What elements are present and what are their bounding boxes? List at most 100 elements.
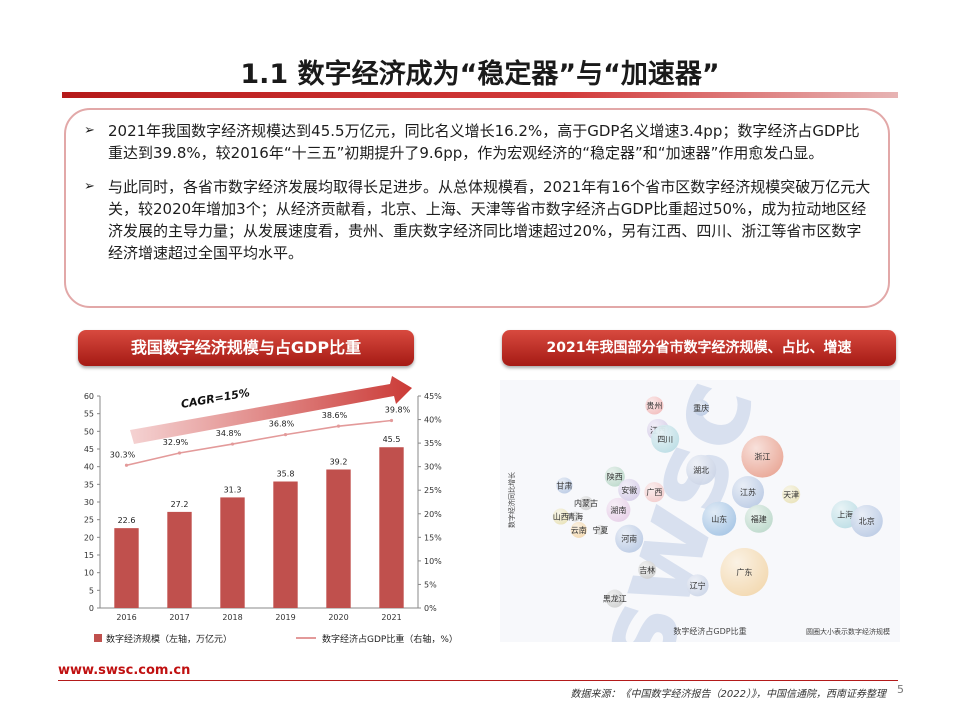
y2-tick-label: 35% bbox=[424, 439, 442, 448]
bubble-label: 辽宁 bbox=[690, 580, 706, 590]
bubble-label: 青海 bbox=[567, 512, 583, 522]
x-axis-label: 数字经济占GDP比重 bbox=[673, 626, 746, 636]
y-tick-label: 15 bbox=[84, 551, 94, 560]
bubble-label: 安徽 bbox=[621, 485, 637, 495]
line-label: 30.3% bbox=[110, 450, 136, 459]
legend-swatch-bar bbox=[94, 634, 102, 642]
bubble-label: 广东 bbox=[736, 567, 752, 577]
footer-url[interactable]: www.swsc.com.cn bbox=[58, 663, 191, 678]
bubble-highlight bbox=[732, 476, 764, 509]
bubble-label: 宁夏 bbox=[592, 525, 608, 535]
bubble-label: 贵州 bbox=[646, 401, 662, 411]
bubble-label: 重庆 bbox=[693, 403, 709, 413]
y2-tick-label: 20% bbox=[424, 510, 442, 519]
bubble-highlight bbox=[782, 485, 801, 504]
bar-label: 39.2 bbox=[330, 457, 348, 466]
bubble-highlight bbox=[618, 478, 641, 501]
x-tick-label: 2018 bbox=[222, 613, 242, 622]
province-bubble-chart: swsc贵州重庆江西四川浙江湖北甘肃陕西安徽广西内蒙古山西青海湖南江苏天津山东福… bbox=[500, 380, 900, 642]
bubble-highlight bbox=[615, 524, 644, 553]
bubble-highlight bbox=[570, 521, 587, 538]
summary-bullet: ➢ 2021年我国数字经济规模达到45.5万亿元，同比名义增长16.2%，高于G… bbox=[84, 120, 872, 164]
bubble-label: 四川 bbox=[657, 435, 673, 444]
bubble-highlight bbox=[744, 504, 773, 533]
bubble-highlight bbox=[693, 399, 710, 416]
bubble-label: 黑龙江 bbox=[603, 594, 627, 604]
y-tick-label: 0 bbox=[89, 604, 94, 613]
line-point bbox=[389, 418, 394, 423]
y-tick-label: 30 bbox=[84, 498, 94, 507]
legend-label: 数字经济规模（左轴，万亿元） bbox=[106, 633, 232, 645]
y-tick-label: 35 bbox=[84, 480, 94, 489]
bubble-label: 云南 bbox=[571, 525, 587, 535]
bubble-highlight bbox=[638, 560, 657, 579]
bubble-label: 内蒙古 bbox=[574, 498, 598, 508]
summary-bullet-text: 与此同时，各省市数字经济发展均取得长足进步。从总体规模看，2021年有16个省市… bbox=[108, 178, 871, 262]
cagr-annotation: CAGR=15% bbox=[180, 386, 251, 411]
line-label: 38.6% bbox=[322, 411, 348, 420]
bubble-label: 陕西 bbox=[607, 472, 623, 482]
share-line bbox=[126, 419, 392, 467]
size-note: 圆圈大小表示数字经济规模 bbox=[806, 627, 890, 636]
bubble-label: 上海 bbox=[837, 509, 853, 519]
x-tick-label: 2019 bbox=[275, 613, 295, 622]
slide-title: 1.1 数字经济成为“稳定器”与“加速器” bbox=[240, 59, 720, 90]
line-label: 39.8% bbox=[385, 405, 411, 414]
bar-label: 27.2 bbox=[171, 500, 189, 509]
bubble-label: 福建 bbox=[751, 514, 767, 524]
bar bbox=[379, 447, 404, 608]
x-tick-label: 2016 bbox=[116, 613, 136, 622]
y2-tick-label: 15% bbox=[424, 533, 442, 542]
bubble-label: 浙江 bbox=[754, 452, 770, 462]
bubble-label: 甘肃 bbox=[556, 480, 572, 490]
bar-label: 31.3 bbox=[224, 485, 242, 494]
y2-tick-label: 5% bbox=[424, 580, 437, 589]
bar-label: 35.8 bbox=[277, 470, 295, 479]
bubble-highlight bbox=[720, 548, 769, 597]
bullet-arrow-icon: ➢ bbox=[84, 179, 95, 194]
y2-tick-label: 45% bbox=[424, 392, 442, 401]
bubble-label: 河南 bbox=[621, 534, 637, 544]
y-tick-label: 10 bbox=[84, 569, 94, 578]
bar bbox=[273, 481, 298, 608]
footer-divider bbox=[58, 680, 898, 681]
line-point bbox=[336, 424, 341, 428]
title-underline bbox=[62, 92, 898, 98]
line-point bbox=[283, 433, 288, 437]
bubble-label: 山西 bbox=[553, 512, 569, 522]
bubble-highlight bbox=[686, 454, 717, 485]
y2-tick-label: 40% bbox=[424, 416, 442, 425]
y-tick-label: 50 bbox=[84, 427, 94, 436]
bubble-highlight bbox=[651, 424, 680, 453]
bubble-highlight bbox=[604, 466, 625, 487]
digital-economy-chart: CAGR=15% 0 5 10 15 20 25 30 35 40 45 50 55 60 0% 5% 10% 1… bbox=[84, 376, 458, 645]
line-point bbox=[230, 442, 235, 446]
line-label: 32.9% bbox=[163, 438, 189, 447]
bar bbox=[167, 511, 192, 608]
bubble-label: 湖北 bbox=[693, 466, 709, 475]
x-tick-label: 2017 bbox=[169, 613, 189, 622]
y2-tick-label: 25% bbox=[424, 486, 442, 495]
bar-label: 22.6 bbox=[118, 516, 136, 525]
y-tick-label: 40 bbox=[84, 463, 94, 472]
source-note: 数据来源：《中国数字经济报告（2022）》，中国信通院，西南证券整理 bbox=[570, 689, 886, 700]
y2-tick-label: 0% bbox=[424, 604, 437, 613]
summary-box: ➢ 2021年我国数字经济规模达到45.5万亿元，同比名义增长16.2%，高于G… bbox=[64, 108, 890, 308]
bubble-label: 北京 bbox=[859, 516, 875, 526]
bubble-highlight bbox=[595, 524, 606, 535]
bubble-highlight bbox=[570, 511, 581, 522]
bar bbox=[326, 469, 351, 608]
left-chart-header: 我国数字经济规模与占GDP比重 bbox=[78, 330, 414, 366]
y-axis-label: 数字经济同比增长 bbox=[507, 472, 516, 528]
page-number: 5 bbox=[897, 683, 904, 696]
bubble-label: 湖南 bbox=[610, 505, 626, 515]
y2-tick-label: 30% bbox=[424, 463, 442, 472]
summary-bullet: ➢ 与此同时，各省市数字经济发展均取得长足进步。从总体规模看，2021年有16个… bbox=[84, 176, 872, 264]
bar bbox=[220, 497, 245, 608]
x-tick-label: 2020 bbox=[328, 613, 348, 622]
bubble-highlight bbox=[850, 504, 883, 537]
line-point bbox=[124, 463, 129, 467]
bubble-label: 天津 bbox=[783, 489, 799, 499]
legend-label: 数字经济占GDP比重（右轴，%） bbox=[322, 633, 458, 645]
y-tick-label: 5 bbox=[89, 586, 94, 595]
